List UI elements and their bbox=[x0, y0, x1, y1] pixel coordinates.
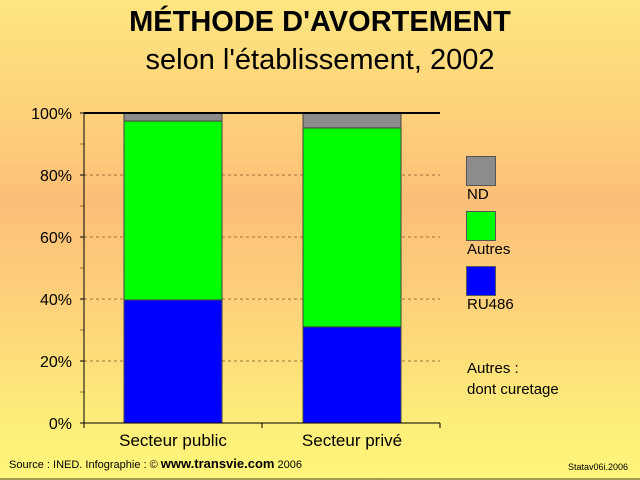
bar-nd-0 bbox=[123, 112, 223, 122]
chart-code: Statav06i.2006 bbox=[567, 462, 628, 472]
y-tick-label: 100% bbox=[31, 106, 72, 123]
x-tick-label: Secteur public bbox=[119, 431, 227, 450]
source-prefix: Source : INED. Infographie : © bbox=[9, 459, 161, 471]
chart-title: MÉTHODE D'AVORTEMENT bbox=[129, 6, 511, 38]
bar-ru486-1 bbox=[302, 326, 402, 424]
legend-label-autres: Autres bbox=[467, 241, 511, 258]
bar-nd-1 bbox=[302, 112, 402, 129]
source-year: 2006 bbox=[274, 459, 302, 471]
source-text: Source : INED. Infographie : © www.trans… bbox=[9, 456, 302, 471]
chart-subtitle: selon l'établissement, 2002 bbox=[145, 44, 495, 76]
bar-autres-1 bbox=[302, 127, 402, 328]
legend-swatch-autres bbox=[466, 211, 496, 241]
y-tick-label: 80% bbox=[40, 168, 72, 185]
footer-rule bbox=[0, 478, 640, 480]
source-link[interactable]: www.transvie.com bbox=[160, 456, 275, 471]
legend-swatch-ru486 bbox=[466, 266, 496, 296]
x-tick-label: Secteur privé bbox=[302, 431, 402, 450]
legend-label-ru486: RU486 bbox=[467, 296, 514, 313]
legend-label-nd: ND bbox=[467, 186, 489, 203]
y-tick-label: 60% bbox=[40, 230, 72, 247]
legend-swatch-nd bbox=[466, 156, 496, 186]
note-line-1: Autres : bbox=[467, 360, 519, 377]
note-line-2: dont curetage bbox=[467, 381, 559, 398]
y-tick-label: 0% bbox=[49, 416, 72, 433]
bar-autres-0 bbox=[123, 120, 223, 301]
y-tick-label: 40% bbox=[40, 292, 72, 309]
y-tick-label: 20% bbox=[40, 354, 72, 371]
bar-ru486-0 bbox=[123, 299, 223, 424]
